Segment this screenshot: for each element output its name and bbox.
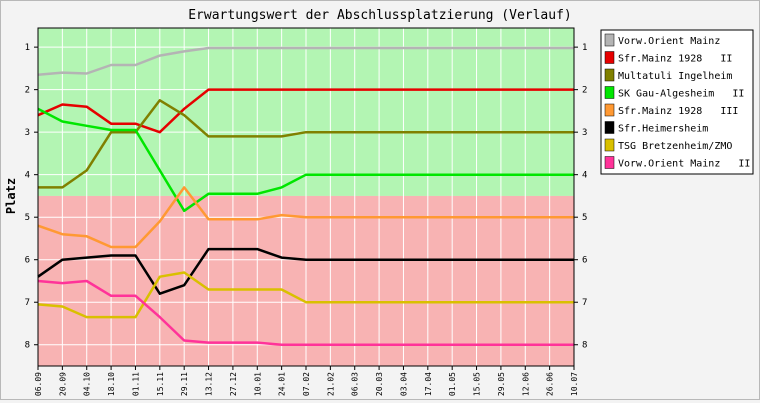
y-ticks-left: 1 2 3 4 5 6 7 8 [25, 43, 38, 351]
y-axis-label: Platz [4, 178, 18, 214]
x-tick-label: 12.06 [521, 372, 530, 396]
legend-swatch [604, 51, 615, 64]
legend-swatch [604, 86, 615, 99]
y-tick-label: 4 [582, 171, 587, 181]
legend-swatch [604, 33, 615, 47]
x-tick-label: 15.05 [473, 372, 482, 396]
legend-label: Sfr.Heimersheim [618, 124, 708, 135]
y-ticks-right: 1 2 3 4 5 6 7 8 [574, 43, 587, 351]
x-tick-label: 29.11 [180, 372, 189, 396]
legend-swatch [604, 103, 615, 117]
plot-border [37, 27, 575, 367]
y-tick-label: 4 [25, 171, 30, 181]
series-line [37, 88, 574, 134]
x-tick-label: 20.03 [375, 372, 384, 396]
legend-label: SK Gau-Algesheim II [618, 89, 744, 100]
legend-label: Multatuli Ingelheim [618, 71, 732, 82]
x-tick-label: 29.05 [497, 372, 506, 396]
x-tick-label: 06.09 [34, 372, 43, 396]
x-tick-label: 01.11 [131, 372, 140, 396]
y-tick-label: 5 [25, 213, 30, 223]
x-tick-label: 10.07 [570, 372, 579, 396]
legend-label: TSG Bretzenheim/ZMO [618, 141, 732, 152]
y-tick-label: 1 [582, 43, 587, 53]
legend-swatch [604, 156, 615, 169]
y-tick-label: 2 [25, 86, 30, 96]
x-tick-label: 03.04 [399, 372, 408, 396]
legend-box [600, 29, 754, 175]
x-tick-label: 04.10 [83, 372, 92, 396]
series-line [38, 99, 574, 189]
y-tick-label: 2 [582, 86, 587, 96]
x-tick-label: 20.09 [58, 372, 67, 396]
y-tick-label: 8 [582, 341, 587, 351]
y-tick-label: 3 [582, 128, 587, 138]
legend-label: Vorw.Orient Mainz II [618, 159, 750, 170]
series-line [37, 107, 574, 213]
x-tick-label: 17.04 [424, 372, 433, 396]
y-tick-label: 5 [582, 213, 587, 223]
series-line [37, 186, 574, 249]
legend-label: Sfr.Mainz 1928 II [618, 54, 732, 65]
x-tick-label: 24.01 [278, 372, 287, 396]
chart-title: Erwartungswert der Abschlussplatzierung … [188, 8, 572, 23]
x-tick-label: 10.01 [253, 372, 262, 396]
series-line [37, 247, 574, 295]
y-tick-label: 8 [25, 341, 30, 351]
x-tick-label: 06.03 [351, 372, 360, 396]
x-tick-label: 18.10 [107, 372, 116, 396]
x-tick-label: 26.06 [546, 372, 555, 396]
y-tick-label: 6 [25, 256, 30, 266]
y-tick-label: 6 [582, 256, 587, 266]
series-lines [37, 46, 574, 346]
legend-swatch [604, 68, 615, 82]
x-tick-label: 13.12 [205, 372, 214, 396]
series-line [37, 271, 574, 319]
x-tick-label: 21.02 [326, 372, 335, 396]
legend-swatch [604, 121, 615, 134]
x-tick-label: 07.02 [302, 372, 311, 396]
x-tick-label: 01.05 [448, 372, 457, 396]
x-ticks: 06.09 20.09 04.10 18.10 01.11 15.11 29.11 13.12… [34, 366, 579, 396]
y-tick-label: 7 [25, 298, 30, 308]
legend: Vorw.Orient Mainz Sfr.Mainz 1928 II Multat… [600, 29, 754, 175]
legend-label: Sfr.Mainz 1928 III [618, 106, 738, 117]
series-line [37, 279, 574, 346]
x-tick-label: 15.11 [156, 372, 165, 396]
x-tick-label: 27.12 [229, 372, 238, 396]
y-tick-label: 3 [25, 128, 30, 138]
y-tick-label: 1 [25, 43, 30, 53]
legend-swatch [604, 138, 615, 152]
series-line [37, 46, 574, 77]
y-tick-label: 7 [582, 298, 587, 308]
legend-label: Vorw.Orient Mainz [618, 36, 720, 47]
